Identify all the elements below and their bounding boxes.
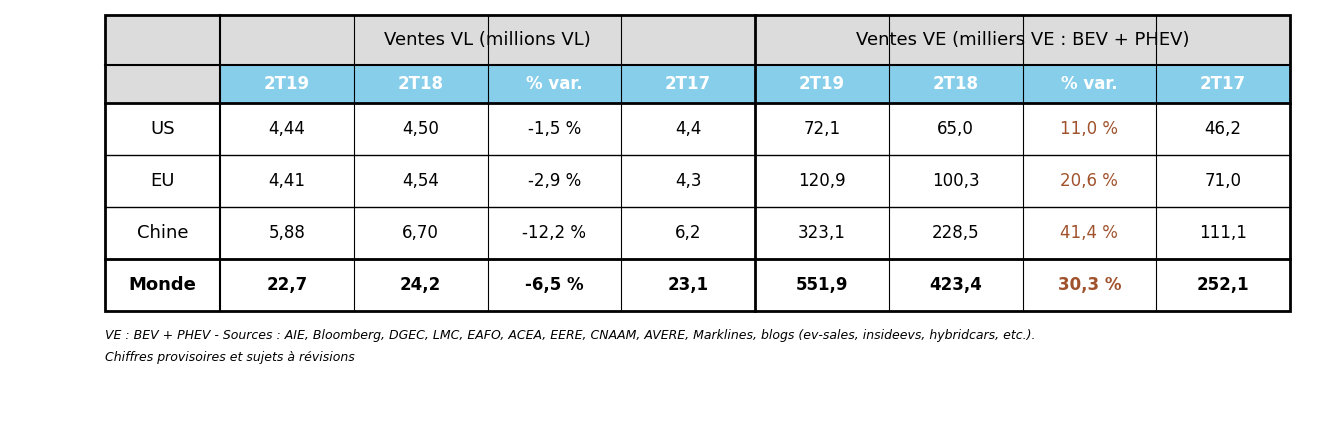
Text: 23,1: 23,1 bbox=[668, 276, 709, 294]
Bar bbox=[106, 15, 220, 65]
Text: % var.: % var. bbox=[527, 75, 582, 93]
Bar bbox=[220, 65, 354, 103]
Bar bbox=[487, 65, 622, 103]
Bar bbox=[1023, 207, 1156, 259]
Text: 2T19: 2T19 bbox=[264, 75, 310, 93]
Bar bbox=[755, 155, 888, 207]
Bar bbox=[1156, 155, 1290, 207]
Bar bbox=[106, 103, 220, 155]
Bar bbox=[487, 259, 622, 311]
Bar bbox=[487, 207, 622, 259]
Bar bbox=[106, 15, 1290, 311]
Bar bbox=[220, 207, 354, 259]
Text: 71,0: 71,0 bbox=[1205, 172, 1242, 190]
Text: 4,3: 4,3 bbox=[675, 172, 701, 190]
Bar bbox=[1023, 65, 1156, 103]
Text: 72,1: 72,1 bbox=[804, 120, 841, 138]
Bar bbox=[106, 259, 220, 311]
Bar bbox=[1156, 207, 1290, 259]
Text: 252,1: 252,1 bbox=[1197, 276, 1250, 294]
Bar bbox=[220, 103, 354, 155]
Text: 6,70: 6,70 bbox=[403, 224, 440, 242]
Text: Ventes VE (milliers VE : BEV + PHEV): Ventes VE (milliers VE : BEV + PHEV) bbox=[855, 31, 1189, 49]
Bar bbox=[1023, 103, 1156, 155]
Text: 20,6 %: 20,6 % bbox=[1060, 172, 1118, 190]
Text: 2T17: 2T17 bbox=[1200, 75, 1246, 93]
Bar bbox=[1156, 65, 1290, 103]
Text: 2T17: 2T17 bbox=[665, 75, 711, 93]
Bar bbox=[106, 155, 220, 207]
Text: 46,2: 46,2 bbox=[1205, 120, 1242, 138]
Bar bbox=[888, 103, 1023, 155]
Text: Monde: Monde bbox=[128, 276, 197, 294]
Bar bbox=[220, 259, 354, 311]
Text: 11,0 %: 11,0 % bbox=[1060, 120, 1118, 138]
Text: 100,3: 100,3 bbox=[932, 172, 979, 190]
Text: -6,5 %: -6,5 % bbox=[525, 276, 583, 294]
Bar bbox=[622, 207, 755, 259]
Text: VE : BEV + PHEV - Sources : AIE, Bloomberg, DGEC, LMC, EAFO, ACEA, EERE, CNAAM, : VE : BEV + PHEV - Sources : AIE, Bloombe… bbox=[106, 329, 1035, 342]
Bar bbox=[888, 207, 1023, 259]
Bar bbox=[220, 155, 354, 207]
Text: -1,5 %: -1,5 % bbox=[528, 120, 581, 138]
Bar bbox=[888, 65, 1023, 103]
Text: 4,50: 4,50 bbox=[403, 120, 440, 138]
Bar bbox=[106, 65, 220, 103]
Bar bbox=[888, 155, 1023, 207]
Text: 2T18: 2T18 bbox=[397, 75, 444, 93]
Bar bbox=[622, 65, 755, 103]
Bar bbox=[755, 65, 888, 103]
Text: Chiffres provisoires et sujets à révisions: Chiffres provisoires et sujets à révisio… bbox=[106, 351, 355, 364]
Text: EU: EU bbox=[150, 172, 174, 190]
Text: 228,5: 228,5 bbox=[932, 224, 979, 242]
Bar bbox=[354, 207, 487, 259]
Text: 4,4: 4,4 bbox=[675, 120, 701, 138]
Text: -12,2 %: -12,2 % bbox=[523, 224, 586, 242]
Bar bbox=[487, 103, 622, 155]
Bar bbox=[354, 65, 487, 103]
Text: 4,41: 4,41 bbox=[268, 172, 305, 190]
Bar bbox=[755, 15, 1290, 65]
Text: 2T19: 2T19 bbox=[799, 75, 845, 93]
Text: 22,7: 22,7 bbox=[267, 276, 308, 294]
Text: Ventes VL (millions VL): Ventes VL (millions VL) bbox=[384, 31, 591, 49]
Bar bbox=[622, 155, 755, 207]
Text: 4,54: 4,54 bbox=[403, 172, 440, 190]
Text: US: US bbox=[150, 120, 174, 138]
Bar bbox=[755, 207, 888, 259]
Bar bbox=[622, 103, 755, 155]
Bar bbox=[487, 155, 622, 207]
Text: 5,88: 5,88 bbox=[268, 224, 305, 242]
Text: Chine: Chine bbox=[137, 224, 189, 242]
Text: 4,44: 4,44 bbox=[268, 120, 305, 138]
Bar bbox=[622, 259, 755, 311]
Text: -2,9 %: -2,9 % bbox=[528, 172, 581, 190]
Bar bbox=[354, 155, 487, 207]
Text: 111,1: 111,1 bbox=[1199, 224, 1247, 242]
Bar bbox=[755, 259, 888, 311]
Text: % var.: % var. bbox=[1061, 75, 1118, 93]
Text: 120,9: 120,9 bbox=[799, 172, 846, 190]
Bar bbox=[106, 207, 220, 259]
Bar bbox=[354, 103, 487, 155]
Bar bbox=[888, 259, 1023, 311]
Text: 423,4: 423,4 bbox=[929, 276, 982, 294]
Text: 323,1: 323,1 bbox=[797, 224, 846, 242]
Text: 41,4 %: 41,4 % bbox=[1060, 224, 1118, 242]
Bar bbox=[1156, 103, 1290, 155]
Text: 65,0: 65,0 bbox=[937, 120, 974, 138]
Bar bbox=[1156, 259, 1290, 311]
Text: 24,2: 24,2 bbox=[400, 276, 441, 294]
Bar bbox=[1023, 259, 1156, 311]
Bar bbox=[354, 259, 487, 311]
Text: 551,9: 551,9 bbox=[796, 276, 849, 294]
Text: 30,3 %: 30,3 % bbox=[1057, 276, 1121, 294]
Bar bbox=[755, 103, 888, 155]
Bar bbox=[220, 15, 755, 65]
Text: 6,2: 6,2 bbox=[675, 224, 701, 242]
Text: 2T18: 2T18 bbox=[933, 75, 978, 93]
Bar bbox=[1023, 155, 1156, 207]
